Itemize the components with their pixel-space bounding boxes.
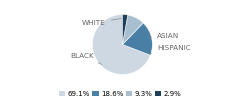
Wedge shape	[122, 15, 143, 44]
Wedge shape	[122, 14, 128, 44]
Text: HISPANIC: HISPANIC	[150, 44, 191, 54]
Text: ASIAN: ASIAN	[149, 32, 179, 38]
Legend: 69.1%, 18.6%, 9.3%, 2.9%: 69.1%, 18.6%, 9.3%, 2.9%	[59, 90, 181, 96]
Wedge shape	[122, 23, 152, 55]
Text: BLACK: BLACK	[70, 53, 102, 64]
Text: WHITE: WHITE	[82, 18, 121, 26]
Wedge shape	[92, 14, 150, 74]
